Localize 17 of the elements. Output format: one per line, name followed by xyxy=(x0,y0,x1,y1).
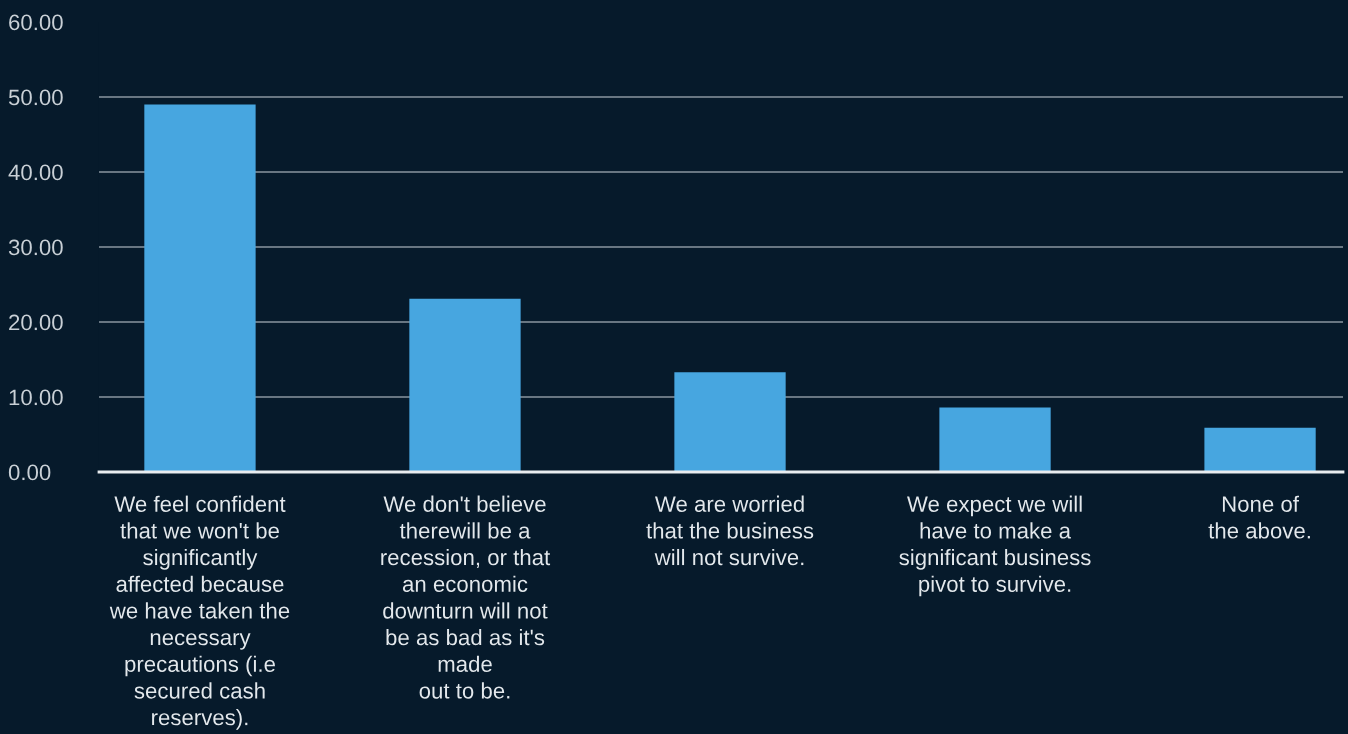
y-tick-label: 10.00 xyxy=(9,389,63,406)
y-tick-label: 20.00 xyxy=(9,314,63,331)
bar xyxy=(939,407,1051,472)
y-tick-label: 60.00 xyxy=(9,14,63,31)
x-tick-label: We don't believe therewill be a recession, or that an economic downturn will not be as bad as it's made out to be. xyxy=(381,495,551,699)
x-tick-label: We are worried that the business will not survive. xyxy=(646,495,814,566)
y-tick-label: 0.00 xyxy=(8,464,51,481)
y-tick-label: 50.00 xyxy=(8,89,63,106)
bar xyxy=(409,298,521,472)
bar xyxy=(144,104,256,472)
y-tick-label: 30.00 xyxy=(8,239,63,256)
bar xyxy=(1204,427,1316,472)
x-tick-label: None of the above. xyxy=(1208,495,1310,539)
y-tick-label: 40.00 xyxy=(8,164,63,181)
x-tick-label: We expect we will have to make a significant business pivot to survive. xyxy=(899,495,1091,597)
bar xyxy=(674,372,786,472)
category-label: We feel confident that we won't be significantly affected because we have taken the necessary precautions (i.e secured cash reserves). xyxy=(109,495,290,730)
